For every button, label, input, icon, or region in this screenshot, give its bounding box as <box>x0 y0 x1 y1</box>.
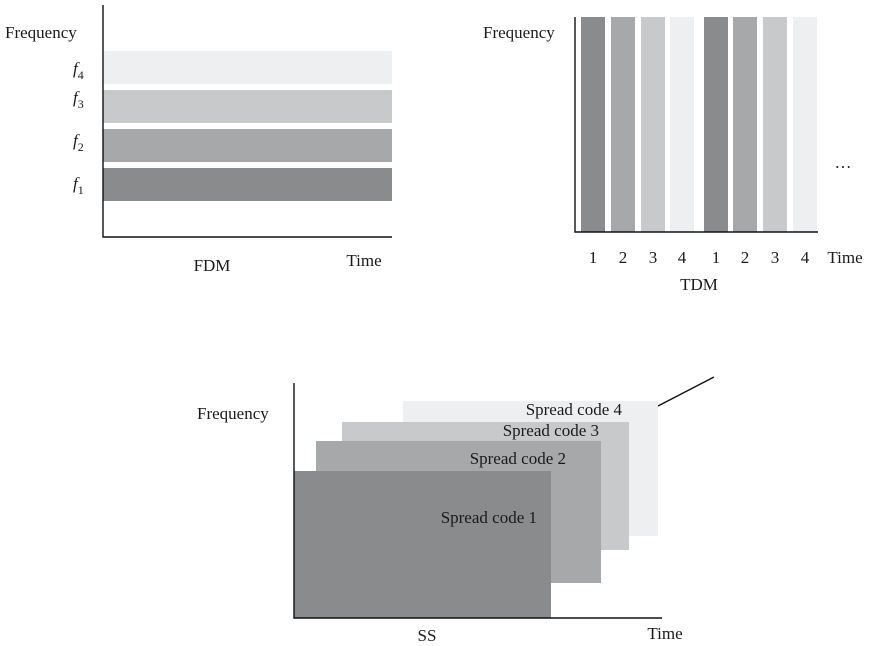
ss-code-label-3: Spread code 3 <box>503 421 599 440</box>
tdm-slot-label-7: 3 <box>771 248 780 267</box>
fdm-panel: Frequency f4 f3 f2 f1 FDM Time <box>5 5 392 275</box>
tdm-slot-8 <box>793 17 817 232</box>
tdm-slot-label-3: 3 <box>649 248 658 267</box>
tdm-slot-label-8: 4 <box>801 248 810 267</box>
fdm-band-label-f3: f3 <box>73 88 84 111</box>
ss-caption: SS <box>418 626 437 645</box>
ss-axes <box>293 383 662 619</box>
tdm-slot-4 <box>670 17 694 232</box>
tdm-slot-label-2: 2 <box>619 248 628 267</box>
tdm-slot-label-4: 4 <box>678 248 687 267</box>
tdm-slot-7 <box>763 17 787 232</box>
tdm-ellipsis: … <box>835 153 852 172</box>
tdm-axes <box>574 17 818 233</box>
fdm-band-label-f1: f1 <box>73 174 84 197</box>
tdm-x-axis-label: Time <box>827 248 862 267</box>
tdm-slot-label-5: 1 <box>712 248 721 267</box>
ss-layer-code-1 <box>294 471 551 618</box>
tdm-caption: TDM <box>680 275 718 294</box>
tdm-panel: Frequency 1 2 3 4 1 2 3 4 Time … TDM <box>483 17 863 294</box>
fdm-band-f3 <box>103 90 392 123</box>
fdm-axes <box>102 5 392 238</box>
ss-depth-line <box>657 376 715 407</box>
ss-y-axis-label: Frequency <box>197 404 269 423</box>
tdm-slot-label-1: 1 <box>589 248 598 267</box>
fdm-y-axis-label: Frequency <box>5 23 77 42</box>
tdm-slot-3 <box>641 17 665 232</box>
fdm-band-f2 <box>103 129 392 162</box>
tdm-slot-6 <box>733 17 757 232</box>
fdm-band-label-f4: f4 <box>73 59 84 82</box>
ss-code-label-4: Spread code 4 <box>526 400 623 419</box>
fdm-band-label-f2: f2 <box>73 131 84 154</box>
ss-code-label-2: Spread code 2 <box>470 449 566 468</box>
ss-code-label-1: Spread code 1 <box>441 508 537 527</box>
fdm-caption: FDM <box>194 256 231 275</box>
fdm-band-f1 <box>103 168 392 201</box>
ss-panel: Frequency Spread code 4 Spread code 3 Sp… <box>197 376 715 645</box>
fdm-x-axis-label: Time <box>346 251 381 270</box>
tdm-slot-2 <box>611 17 635 232</box>
tdm-y-axis-label: Frequency <box>483 23 555 42</box>
tdm-slot-label-6: 2 <box>741 248 750 267</box>
fdm-band-f4 <box>103 51 392 84</box>
tdm-slot-5 <box>704 17 728 232</box>
tdm-slot-1 <box>581 17 605 232</box>
ss-x-axis-label: Time <box>647 624 682 643</box>
